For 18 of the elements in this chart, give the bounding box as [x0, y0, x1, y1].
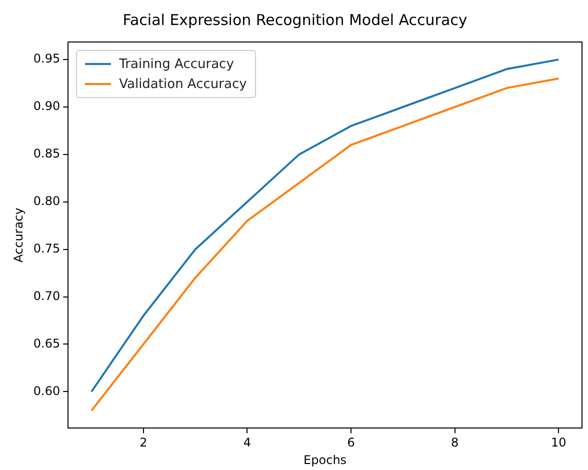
y-tick-label: 0.95 [33, 52, 60, 66]
x-axis-title: Epochs [304, 452, 347, 467]
y-tick-label: 0.85 [33, 146, 60, 161]
y-tick-label: 0.65 [33, 336, 60, 350]
x-tick-label: 6 [347, 436, 355, 450]
y-tick-label: 0.60 [33, 384, 60, 398]
x-tick-label: 10 [551, 436, 566, 450]
chart-title: Facial Expression Recognition Model Accuracy [122, 10, 468, 29]
y-tick-label: 0.80 [33, 194, 60, 208]
x-tick-label: 8 [451, 436, 459, 450]
y-axis-title: Accuracy [11, 208, 26, 262]
legend-label: Validation Accuracy [119, 76, 247, 92]
y-tick-label: 0.70 [33, 288, 60, 303]
legend-label: Training Accuracy [119, 56, 234, 72]
x-tick-label: 4 [243, 436, 252, 450]
x-tick-label: 2 [140, 436, 148, 450]
y-tick-label: 0.90 [33, 99, 60, 114]
y-tick-label: 0.75 [33, 241, 60, 256]
